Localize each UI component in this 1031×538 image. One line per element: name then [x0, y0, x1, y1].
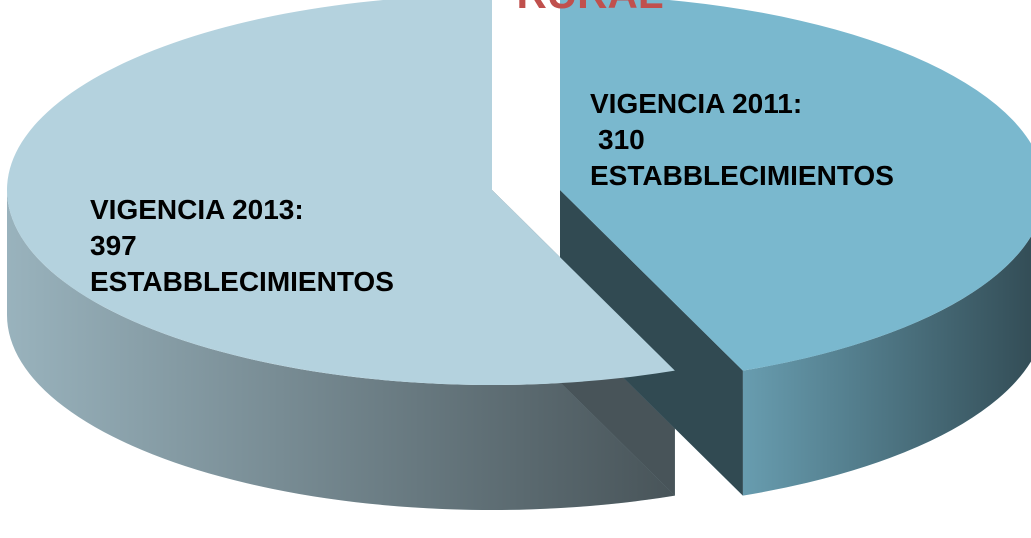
value-label: 397	[90, 230, 137, 261]
slice-label: VIGENCIA 2013: 397 ESTABBLECIMIENTOS	[90, 192, 502, 300]
slice-label: VIGENCIA 2011: 310 ESTABBLECIMIENTOS	[590, 86, 1010, 194]
value-label: 310	[598, 124, 645, 155]
slice-side-shade	[742, 236, 1031, 496]
unit-label: ESTABBLECIMIENTOS	[590, 160, 894, 191]
slice-side-shade	[7, 190, 675, 510]
chart-title: RURAL	[517, 0, 664, 17]
category-label: VIGENCIA 2011:	[590, 88, 803, 119]
pie-slice	[560, 0, 1031, 371]
pie-slice	[7, 0, 675, 385]
slice-cut-shade	[560, 190, 743, 496]
category-label: VIGENCIA 2013:	[90, 194, 304, 225]
unit-label: ESTABBLECIMIENTOS	[90, 266, 394, 297]
